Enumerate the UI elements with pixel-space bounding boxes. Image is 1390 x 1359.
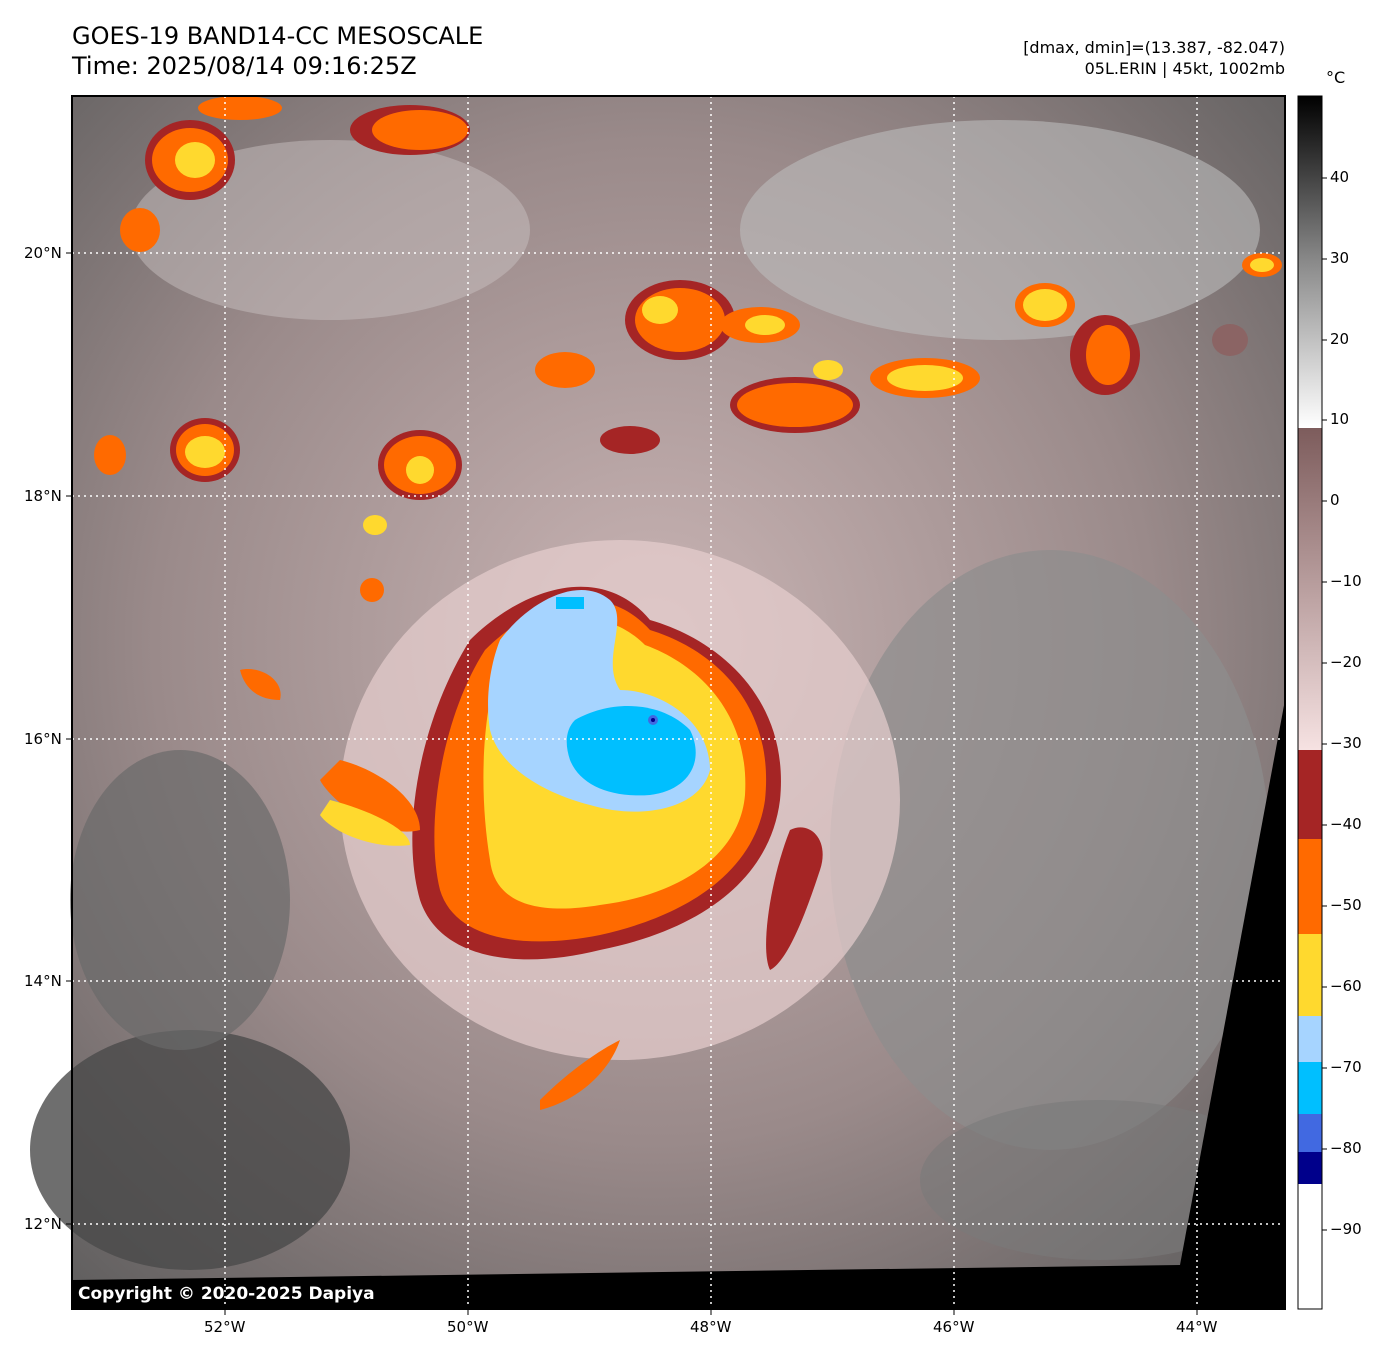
cb-tick-10: 10 [1330,410,1350,428]
lat-label-12n: 12°N [24,1215,62,1233]
copyright-text: Copyright © 2020-2025 Dapiya [78,1284,375,1304]
cb-tick-m70: −70 [1330,1058,1362,1076]
cb-tick-m90: −90 [1330,1220,1362,1238]
graticule [72,96,1285,1309]
cb-tick-m40: −40 [1330,815,1362,833]
cb-tick-40: 40 [1330,168,1350,186]
colorbar-unit: °C [1326,68,1346,87]
convective-cells [94,96,1282,602]
cb-tick-0: 0 [1330,491,1340,509]
lat-label-20n: 20°N [24,244,62,262]
cb-tick-m50: −50 [1330,896,1362,914]
cb-tick-m80: −80 [1330,1139,1362,1157]
cb-tick-m60: −60 [1330,977,1362,995]
lon-label-50w: 50°W [447,1318,489,1336]
cb-tick-m20: −20 [1330,653,1362,671]
lat-label-14n: 14°N [24,972,62,990]
satellite-image [30,95,1286,1310]
chart-time: Time: 2025/08/14 09:16:25Z [72,52,417,80]
cb-tick-20: 20 [1330,330,1350,348]
chart-title: GOES-19 BAND14-CC MESOSCALE [72,22,484,50]
dmax-dmin-info: [dmax, dmin]=(13.387, -82.047) [1023,38,1285,57]
cb-tick-m10: −10 [1330,572,1362,590]
bottom-no-data-strip [72,1265,1180,1309]
cb-tick-m30: −30 [1330,734,1362,752]
no-data-region [1180,700,1285,1309]
lon-label-44w: 44°W [1176,1318,1218,1336]
lon-label-52w: 52°W [204,1318,246,1336]
storm-info: 05L.ERIN | 45kt, 1002mb [1084,59,1285,78]
colorbar [1297,95,1327,1310]
cold-top-patch [556,597,584,609]
lat-label-18n: 18°N [24,487,62,505]
lon-label-48w: 48°W [690,1318,732,1336]
cb-tick-30: 30 [1330,249,1350,267]
lat-label-16n: 16°N [24,730,62,748]
lon-label-46w: 46°W [933,1318,975,1336]
